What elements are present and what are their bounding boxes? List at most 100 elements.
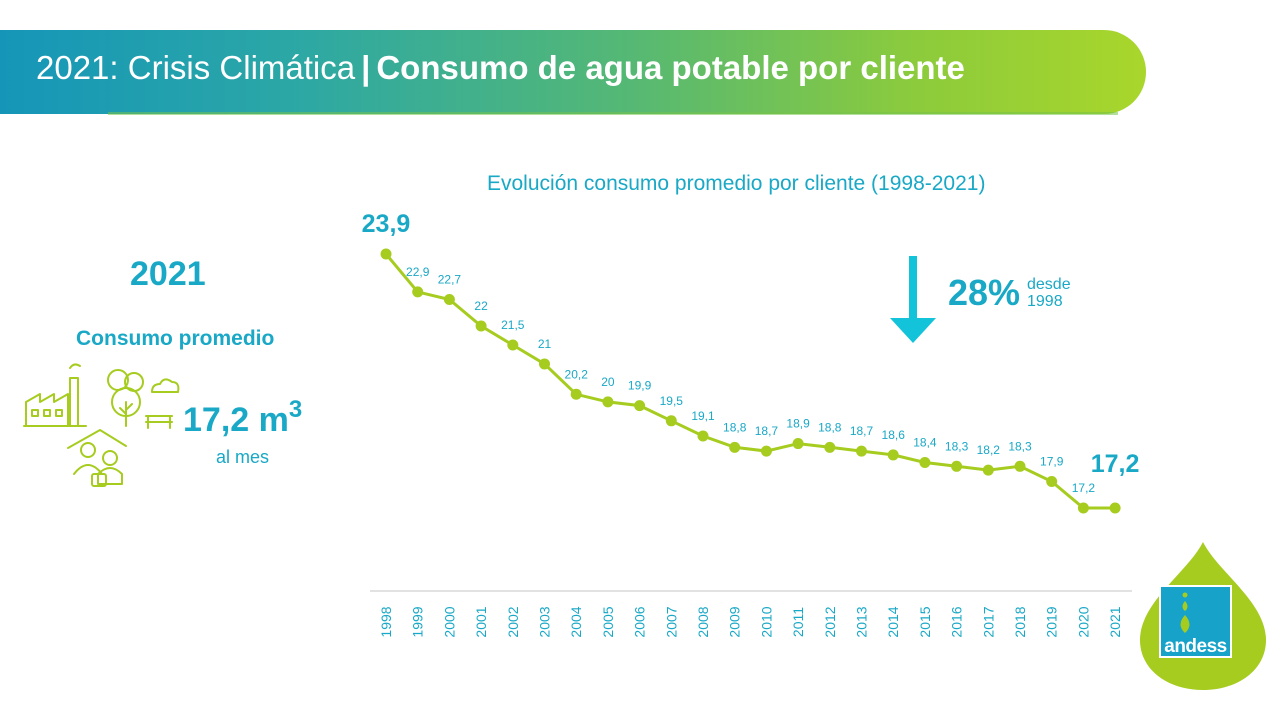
x-tick-label: 2021 bbox=[1107, 606, 1123, 637]
data-label: 17,2 bbox=[1091, 450, 1140, 478]
data-label: 20 bbox=[601, 375, 615, 389]
x-tick-label: 2000 bbox=[441, 606, 457, 637]
data-point bbox=[824, 441, 836, 453]
x-tick-labels: 1998 1999 2000 2001 2002 2003 2004 2005 2006 2007… bbox=[378, 606, 1123, 637]
data-point bbox=[507, 339, 519, 351]
data-point bbox=[856, 445, 867, 457]
data-label: 20,2 bbox=[565, 367, 589, 381]
data-point bbox=[1014, 460, 1026, 472]
data-label: 18,6 bbox=[882, 428, 906, 442]
x-tick-label: 2001 bbox=[473, 606, 489, 637]
data-point bbox=[919, 457, 931, 469]
data-point bbox=[602, 396, 614, 408]
data-point bbox=[887, 449, 899, 461]
x-tick-label: 2006 bbox=[632, 606, 648, 637]
data-label: 18,7 bbox=[850, 424, 874, 438]
data-point bbox=[729, 441, 741, 453]
community-icons bbox=[23, 363, 180, 487]
x-tick-label: 2008 bbox=[695, 606, 711, 637]
x-tick-label: 2011 bbox=[790, 607, 806, 637]
data-point bbox=[443, 293, 455, 305]
x-tick-label: 2018 bbox=[1012, 606, 1028, 637]
x-tick-label: 2005 bbox=[600, 606, 616, 637]
data-label: 21,5 bbox=[501, 318, 525, 332]
x-tick-label: 2014 bbox=[885, 606, 901, 637]
page-title: 2021: Crisis Climática | Consumo de agua p… bbox=[36, 48, 965, 88]
data-label: 18,7 bbox=[755, 424, 779, 438]
data-point bbox=[951, 460, 963, 472]
x-tick-label: 2007 bbox=[663, 606, 679, 637]
data-label: 18,2 bbox=[977, 443, 1001, 457]
data-point bbox=[1046, 475, 1058, 487]
house-family-icon bbox=[67, 429, 127, 487]
factory-icon bbox=[23, 363, 87, 427]
data-label: 21 bbox=[538, 337, 552, 351]
data-point bbox=[475, 320, 487, 332]
data-point bbox=[697, 430, 709, 442]
data-label: 22 bbox=[474, 299, 488, 313]
header-underline bbox=[108, 112, 1118, 115]
data-label: 22,7 bbox=[438, 272, 462, 286]
data-point bbox=[634, 400, 646, 412]
data-label: 17,9 bbox=[1040, 454, 1064, 468]
summary-value: 17,2 m3 bbox=[183, 396, 302, 440]
summary-value-unit-sup: 3 bbox=[288, 396, 303, 423]
data-label: 18,3 bbox=[1008, 439, 1032, 453]
data-label: 19,9 bbox=[628, 379, 652, 393]
data-labels: 23,9 22,9 22,7 22 21,5 21 20,2 20 19,9 19,5 19,1 18… bbox=[362, 210, 1140, 495]
callout-desc-line1: desde bbox=[1027, 276, 1071, 293]
data-label: 19,5 bbox=[660, 394, 684, 408]
data-point bbox=[665, 415, 677, 427]
x-tick-label: 2012 bbox=[822, 606, 838, 637]
data-point bbox=[792, 438, 804, 450]
summary-period: al mes bbox=[216, 447, 270, 467]
logo-text: andess bbox=[1164, 636, 1227, 657]
x-tick-label: 2017 bbox=[980, 606, 996, 637]
x-tick-label: 2015 bbox=[917, 606, 933, 637]
data-point bbox=[760, 445, 772, 457]
x-tick-label: 2009 bbox=[727, 606, 743, 637]
data-point bbox=[570, 388, 582, 400]
cloud-icon bbox=[151, 378, 180, 393]
data-points bbox=[380, 248, 1121, 514]
x-tick-label: 2002 bbox=[505, 606, 521, 637]
summary-label: Consumo promedio bbox=[76, 327, 275, 350]
data-label: 18,3 bbox=[945, 439, 969, 453]
callout-desc-line2: 1998 bbox=[1027, 293, 1063, 310]
data-point bbox=[539, 358, 550, 370]
title-part2: Consumo de agua potable por cliente bbox=[376, 49, 965, 86]
data-point bbox=[412, 286, 424, 298]
data-point bbox=[1109, 502, 1121, 514]
data-label: 23,9 bbox=[362, 210, 411, 238]
title-part1: 2021: Crisis Climática bbox=[36, 49, 356, 86]
x-tick-label: 2016 bbox=[949, 606, 965, 637]
x-tick-label: 2003 bbox=[537, 606, 553, 637]
title-separator: | bbox=[361, 49, 371, 86]
chart-title: Evolución consumo promedio por cliente (… bbox=[487, 172, 986, 195]
x-tick-label: 2019 bbox=[1044, 606, 1060, 637]
data-point bbox=[1077, 502, 1089, 514]
down-arrow-icon bbox=[890, 256, 936, 343]
callout-percent: 28% bbox=[948, 272, 1021, 313]
summary-year: 2021 bbox=[130, 255, 206, 293]
drops-icon bbox=[1180, 592, 1190, 633]
x-tick-label: 2020 bbox=[1075, 606, 1091, 637]
data-label: 18,9 bbox=[786, 417, 810, 431]
data-label: 22,9 bbox=[406, 265, 430, 279]
tree-icon bbox=[107, 369, 144, 427]
x-tick-label: 1999 bbox=[410, 606, 426, 637]
header-banner bbox=[0, 30, 1146, 114]
logo-box bbox=[1159, 585, 1232, 658]
callout-description: desde 1998 bbox=[1027, 276, 1097, 310]
data-label: 17,2 bbox=[1072, 481, 1096, 495]
data-label: 18,8 bbox=[818, 420, 842, 434]
x-tick-label: 1998 bbox=[378, 606, 394, 637]
data-point bbox=[380, 248, 392, 260]
data-point bbox=[982, 464, 994, 476]
data-label: 18,4 bbox=[913, 436, 937, 450]
bench-icon bbox=[145, 415, 173, 429]
x-tick-label: 2013 bbox=[854, 606, 870, 637]
summary-value-number: 17,2 m bbox=[183, 401, 289, 439]
data-label: 18,8 bbox=[723, 420, 747, 434]
